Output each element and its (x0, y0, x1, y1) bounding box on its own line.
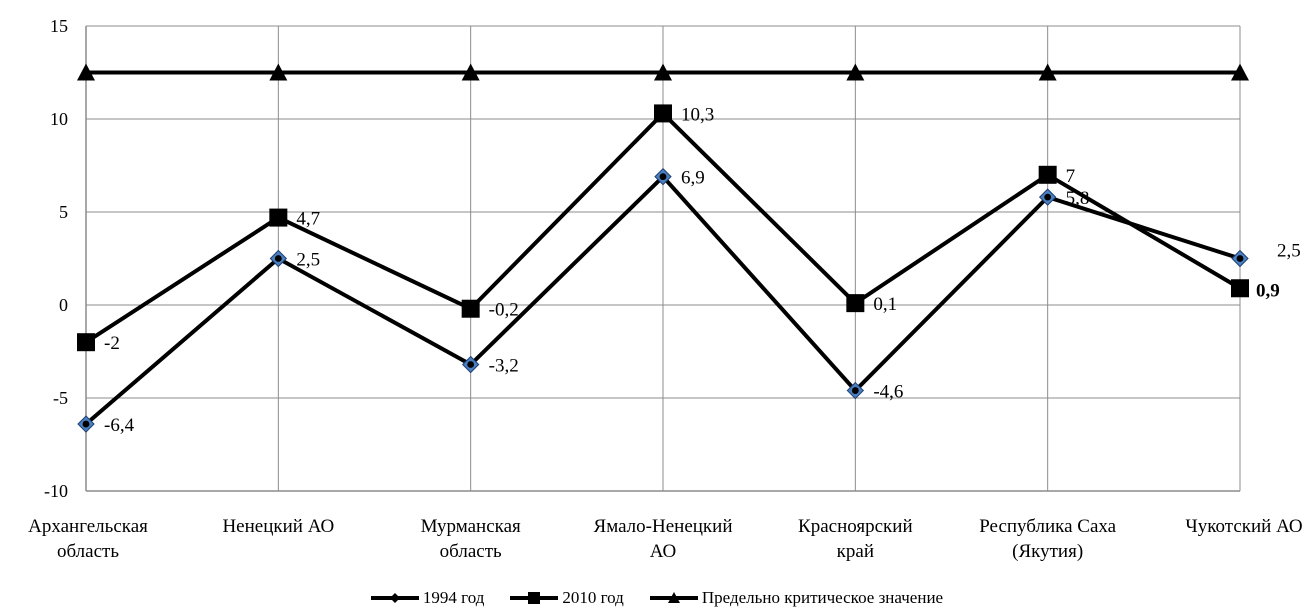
legend-line-square (510, 592, 559, 604)
triangle-marker (269, 63, 288, 81)
data-label: 2,5 (296, 250, 320, 271)
y-tick-label: -5 (53, 388, 68, 408)
square-marker (269, 208, 288, 227)
square-marker (654, 104, 672, 123)
diamond-marker-center (274, 255, 282, 262)
triangle-marker (77, 63, 95, 81)
triangle-marker (461, 63, 480, 81)
x-tick-labels: Архангельская область Ненецкий АО Мурманска… (28, 516, 1302, 562)
x-tick-label: Ненецкий АО (222, 516, 334, 537)
square-marker (846, 294, 865, 313)
diamond-marker-center (659, 173, 667, 181)
legend-item-1994: 1994 год (370, 588, 485, 608)
diamond-marker-center (1044, 193, 1052, 201)
data-labels: -6,4 2,5 -3,2 6,9 -4,6 5,8 2,5 -2 4,7 -0,2 10,3 0,1… (104, 104, 1301, 436)
square-marker (1231, 279, 1249, 298)
legend-label: 1994 год (422, 588, 485, 607)
data-label: 0,9 (1256, 280, 1280, 301)
triangle-marker (654, 63, 672, 81)
data-label: 10,3 (681, 104, 714, 125)
chart: -10 -5 0 5 10 15 Архангельская область Ненецкий… (28, 16, 1302, 562)
triangle-marker (1038, 63, 1057, 81)
y-tick-label: 10 (50, 109, 68, 129)
y-tick-label: 5 (59, 202, 68, 222)
data-label: 0,1 (873, 294, 897, 315)
x-tick-label: Архангельская область (28, 516, 148, 562)
square-marker (461, 299, 480, 318)
y-tick-label: 15 (50, 16, 68, 36)
x-tick-label: Республика Саха (Якутия) (979, 516, 1116, 562)
diamond-marker-center (851, 387, 859, 394)
x-tick-label: Мурманская область (421, 516, 521, 562)
data-label: 6,9 (681, 168, 705, 189)
y-tick-label: -10 (44, 481, 68, 501)
series-markers (77, 63, 1249, 433)
axes (85, 26, 1240, 492)
legend-label: Предельно критическое значение (701, 588, 944, 607)
x-tick-label: Чукотский АО (1185, 516, 1302, 537)
grid (85, 25, 1241, 492)
y-tick-label: 0 (59, 295, 68, 315)
x-tick-label: Красноярский край (798, 516, 913, 562)
y-tick-labels: -10 -5 0 5 10 15 (44, 16, 68, 501)
legend-item-critical: Предельно критическое значение (649, 588, 944, 608)
triangle-marker (846, 63, 865, 81)
diamond-marker-center (467, 361, 475, 368)
triangle-marker (1231, 63, 1249, 81)
data-label: -4,6 (873, 382, 903, 403)
data-label: -6,4 (104, 415, 135, 436)
x-tick-label: Ямало-Ненецкий АО (594, 516, 733, 562)
diamond-marker-center (1236, 255, 1244, 262)
data-label: 2,5 (1277, 241, 1301, 262)
data-label: 7 (1066, 166, 1076, 187)
data-label: -2 (104, 333, 120, 354)
legend-label: 2010 год (562, 588, 624, 607)
legend-line-triangle (649, 592, 698, 603)
legend-item-2010: 2010 год (510, 588, 624, 608)
square-marker (77, 333, 95, 352)
data-label: -3,2 (489, 356, 519, 377)
legend-line-diamond (370, 593, 419, 603)
data-label: 4,7 (296, 209, 320, 230)
data-label: 5,8 (1066, 188, 1090, 209)
legend: 1994 год 2010 год Предельно критическое … (0, 588, 1314, 608)
data-label: -0,2 (489, 300, 519, 321)
diamond-marker-center (82, 420, 90, 428)
square-marker (1038, 165, 1057, 184)
